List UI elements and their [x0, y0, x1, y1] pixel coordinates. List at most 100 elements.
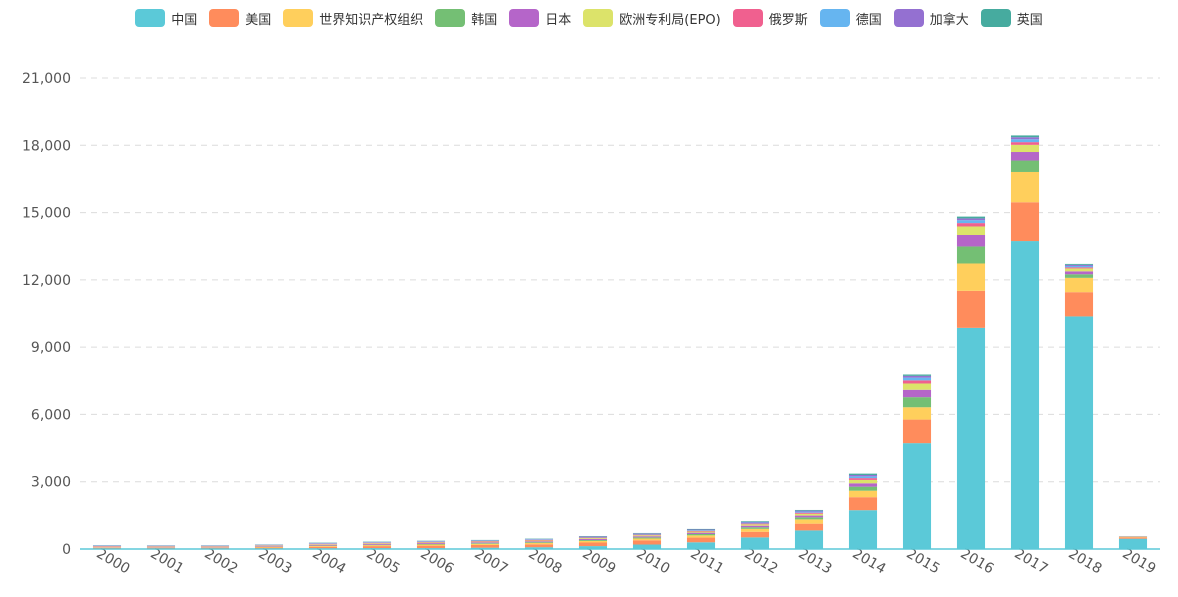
- y-tick-label: 6,000: [31, 407, 71, 423]
- bar-segment: [1064, 292, 1094, 317]
- legend-label: 中国: [171, 12, 198, 28]
- bar-segment: [740, 525, 770, 528]
- legend-item[interactable]: 欧洲专利局(EPO): [583, 9, 721, 28]
- bar-segment: [632, 534, 662, 536]
- bar-segment: [1064, 263, 1094, 265]
- bar-segment: [92, 547, 122, 549]
- bar-segment: [254, 547, 284, 549]
- legend-swatch: [893, 9, 924, 27]
- legend-item[interactable]: 美国: [209, 9, 271, 28]
- y-tick-label: 0: [62, 542, 71, 558]
- bar-segment: [794, 515, 824, 518]
- bar-segment: [794, 513, 824, 516]
- bar-segment: [470, 543, 500, 545]
- bar-segment: [578, 540, 608, 543]
- legend-item[interactable]: 加拿大: [893, 9, 969, 28]
- bar-segment: [524, 542, 554, 543]
- bar-segment: [956, 290, 986, 328]
- y-tick-label: 18,000: [22, 138, 71, 154]
- bar-segment: [362, 543, 392, 544]
- legend-swatch: [135, 9, 166, 27]
- bar-segment: [308, 543, 338, 545]
- bar-segment: [1010, 135, 1040, 138]
- bar-segment: [956, 235, 986, 247]
- bar-segment: [524, 539, 554, 541]
- x-tick-label: 2003: [256, 546, 295, 578]
- bar-segment: [416, 542, 446, 544]
- bar-segment: [902, 407, 932, 420]
- bar-segment: [308, 545, 338, 547]
- bar-segment: [308, 544, 338, 545]
- legend-swatch: [283, 9, 314, 27]
- bar-segment: [740, 521, 770, 523]
- legend-item[interactable]: 韩国: [435, 9, 497, 28]
- bar-segment: [686, 542, 716, 549]
- legend-item[interactable]: 中国: [135, 9, 197, 28]
- bar-segment: [902, 383, 932, 390]
- bar-segment: [794, 511, 824, 513]
- bar-segment: [1010, 139, 1040, 143]
- bar-segment: [416, 544, 446, 546]
- bar-segment: [1010, 152, 1040, 161]
- legend-label: 欧洲专利局(EPO): [619, 12, 721, 28]
- legend-item[interactable]: 日本: [509, 9, 571, 28]
- legend-label: 加拿大: [929, 12, 969, 28]
- bar-segment: [686, 531, 716, 533]
- legend-label: 韩国: [471, 12, 498, 28]
- bar-segment: [686, 532, 716, 534]
- bar-segment: [308, 546, 338, 549]
- bar-segment: [1118, 538, 1148, 549]
- bar-segment: [524, 539, 554, 540]
- bar-segment: [740, 527, 770, 529]
- bar-segment: [902, 397, 932, 408]
- bar-segment: [470, 543, 500, 544]
- bar-segment: [848, 490, 878, 498]
- x-tick-label: 2017: [1012, 546, 1051, 578]
- bar-segment: [740, 531, 770, 538]
- bar-segment: [254, 546, 284, 548]
- bar-segment: [1064, 268, 1094, 272]
- legend-swatch: [732, 9, 763, 27]
- bar-segment: [416, 543, 446, 545]
- bar-segment: [740, 537, 770, 549]
- bar-segment: [686, 530, 716, 531]
- legend-swatch: [819, 9, 850, 27]
- bar-segment: [1010, 171, 1040, 203]
- bar-segment: [1064, 265, 1094, 268]
- bar-segment: [578, 537, 608, 539]
- bar-segment: [632, 540, 662, 545]
- y-tick-label: 9,000: [31, 340, 71, 356]
- bar-segment: [524, 541, 554, 543]
- bar-segment: [524, 542, 554, 545]
- bar-segment: [524, 547, 554, 549]
- bar-segment: [956, 327, 986, 549]
- bar-segment: [1010, 137, 1040, 140]
- legend-label: 俄罗斯: [768, 12, 808, 28]
- bar-segment: [1064, 274, 1094, 278]
- legend: 中国 美国 世界知识产权组织 韩国 日本 欧洲专利局(EPO) 俄罗斯 德国 加拿大 英国: [0, 6, 1178, 30]
- legend-item[interactable]: 世界知识产权组织: [283, 9, 423, 28]
- bar-segment: [1010, 241, 1040, 549]
- x-tick-label: 2002: [202, 546, 241, 578]
- bar-segment: [848, 473, 878, 475]
- y-tick-label: 3,000: [31, 475, 71, 491]
- bar-segment: [902, 377, 932, 381]
- x-tick-label: 2008: [526, 546, 565, 578]
- x-tick-label: 2011: [688, 546, 727, 578]
- legend-item[interactable]: 英国: [980, 9, 1043, 28]
- legend-item[interactable]: 德国: [819, 9, 882, 28]
- bar-segment: [470, 541, 500, 543]
- legend-swatch: [435, 9, 466, 27]
- bar-segment: [902, 443, 932, 549]
- legend-item[interactable]: 俄罗斯: [732, 9, 808, 28]
- bar-segment: [632, 537, 662, 539]
- bar-segment: [794, 519, 824, 524]
- x-tick-label: 2013: [796, 546, 835, 578]
- x-tick-label: 2005: [364, 546, 403, 578]
- bar-segment: [470, 542, 500, 544]
- bar-segment: [848, 474, 878, 477]
- bar-segment: [794, 510, 824, 512]
- bar-segment: [686, 537, 716, 543]
- y-tick-label: 21,000: [22, 71, 71, 87]
